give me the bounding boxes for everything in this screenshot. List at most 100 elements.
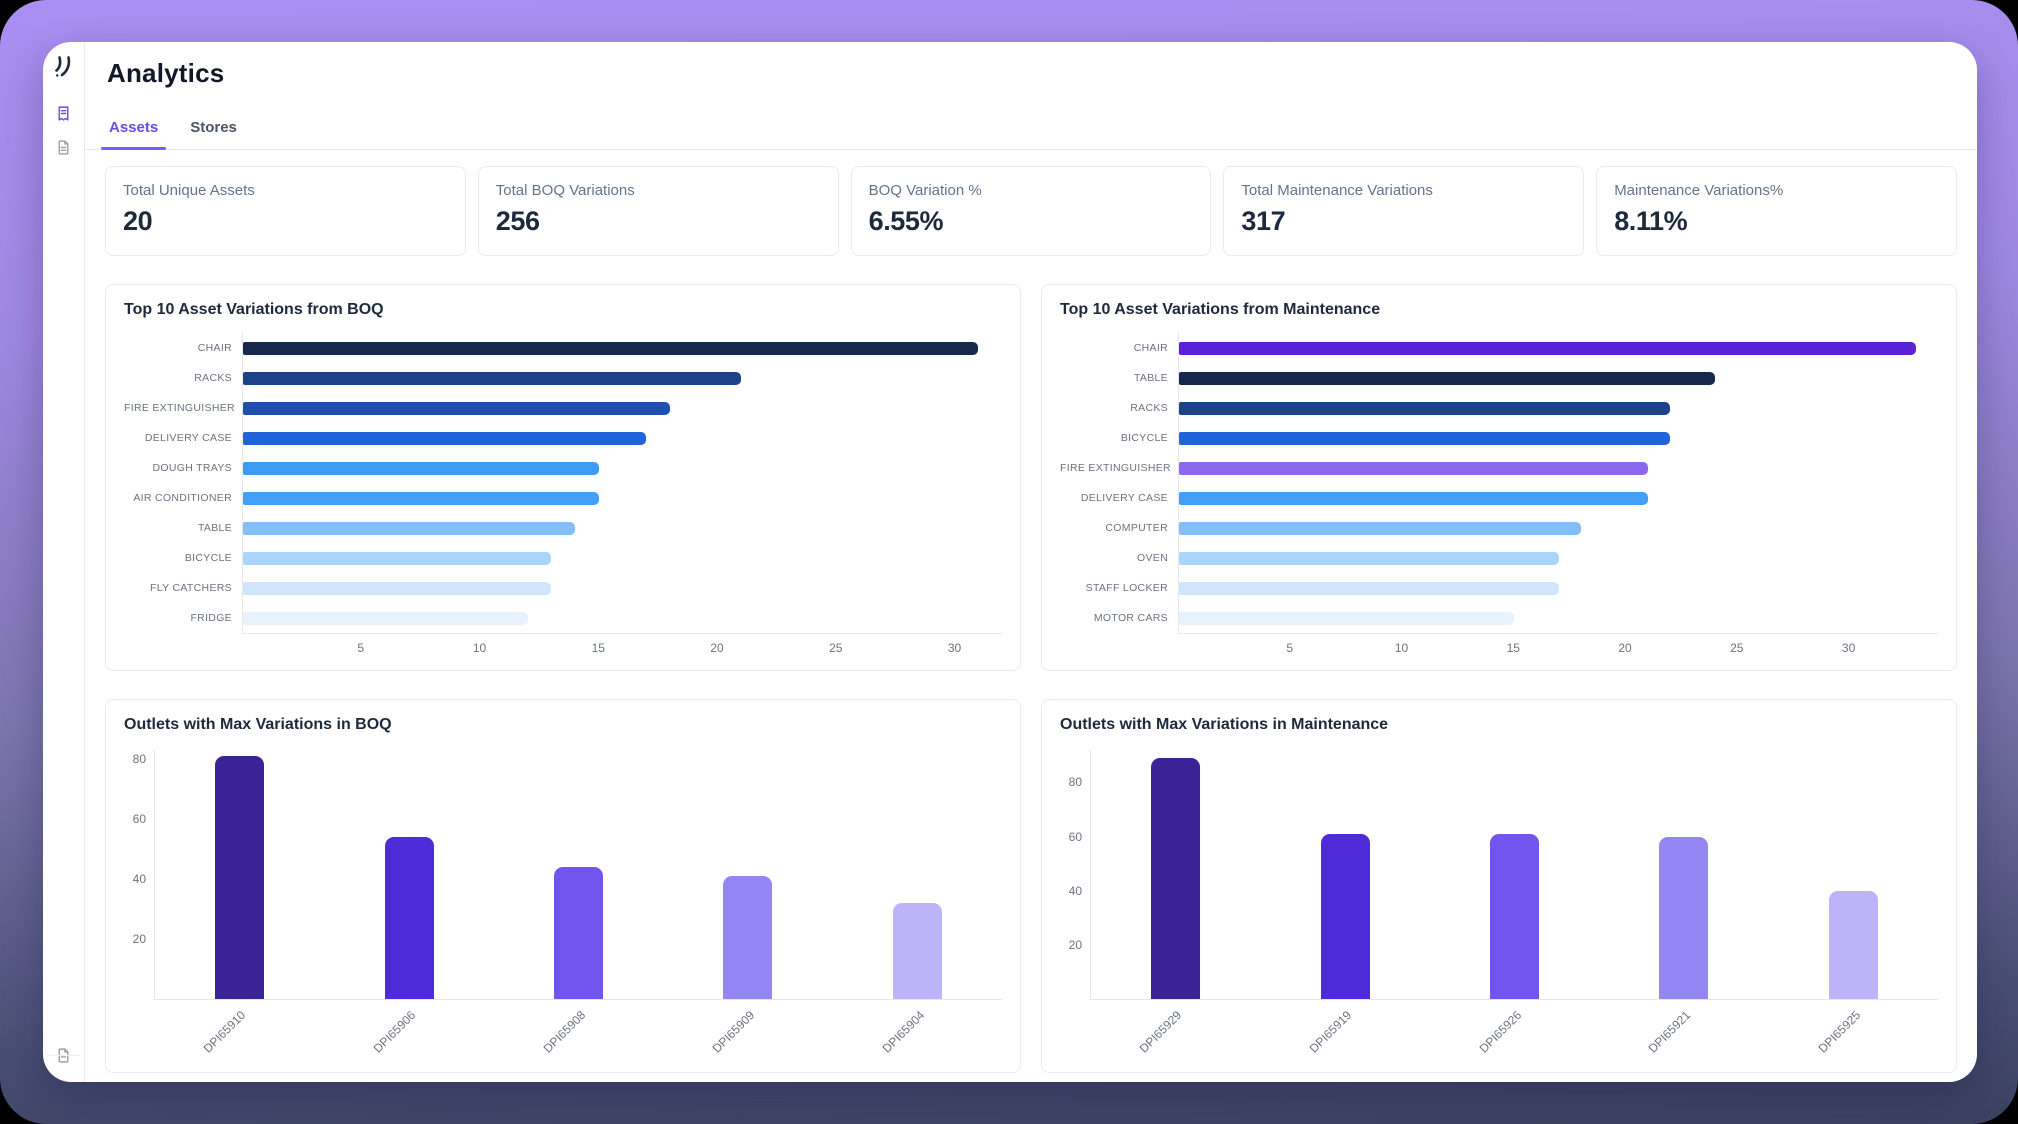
x-label-slot: DPI65906 — [324, 1000, 494, 1060]
tab-stores[interactable]: Stores — [190, 119, 237, 136]
x-label-slot: DPI65904 — [832, 1000, 1002, 1060]
bar-row — [243, 603, 1002, 633]
bar-bicycle[interactable] — [243, 551, 552, 565]
bar-chair[interactable] — [243, 341, 979, 355]
bottom-charts-row: Outlets with Max Variations in BOQ 20 40 6… — [105, 699, 1957, 1073]
y-tick-80: 80 — [132, 752, 146, 766]
x-axis-ticks: 5 10 15 20 25 30 — [1178, 634, 1938, 658]
chart-title: Top 10 Asset Variations from BOQ — [124, 301, 384, 318]
bar-table[interactable] — [243, 521, 576, 535]
brand-logo-icon[interactable] — [52, 54, 76, 80]
category-label-racks: RACKS — [194, 372, 232, 384]
bar-delivery-case[interactable] — [243, 431, 647, 445]
bar-bicycle[interactable] — [1179, 431, 1671, 445]
bar-row — [243, 543, 1002, 573]
chart-title: Top 10 Asset Variations from Maintenance — [1060, 301, 1381, 318]
bar-slot — [1091, 750, 1260, 999]
sidebar-item-documents[interactable] — [51, 134, 77, 160]
bar-dpi65909[interactable] — [723, 876, 773, 999]
maintenance-outlets-bar-chart: 20 40 60 80 DPI65929 DPI65919 DPI65926 DPI65921… — [1060, 750, 1938, 1060]
category-label-fire-extinguisher: FIRE EXTINGUISHER — [1060, 462, 1171, 474]
category-label-table: TABLE — [197, 522, 232, 534]
bar-dpi65925[interactable] — [1828, 890, 1878, 999]
bar-fire-extinguisher[interactable] — [243, 401, 670, 415]
bar-delivery-case[interactable] — [1179, 491, 1648, 505]
category-label-dpi65926: DPI65926 — [1476, 1008, 1524, 1056]
bar-slot — [155, 750, 324, 999]
bar-air-conditioner[interactable] — [243, 491, 599, 505]
chart-title: Outlets with Max Variations in BOQ — [124, 716, 392, 733]
bar-racks[interactable] — [243, 371, 742, 385]
bar-dpi65910[interactable] — [215, 756, 265, 999]
kpi-value: 317 — [1241, 206, 1286, 236]
maintenance-top10-bar-chart: CHAIR TABLE RACKS BICYCLE FIRE EXTINGUISHER D… — [1060, 333, 1938, 658]
bar-motor-cars[interactable] — [1179, 611, 1514, 625]
bar-row — [1179, 543, 1938, 573]
bar-dpi65908[interactable] — [554, 867, 604, 999]
kpi-card-total-boq-variations: Total BOQ Variations 256 — [477, 166, 839, 256]
sidebar-item-bottom[interactable] — [51, 1042, 77, 1068]
bar-dough-trays[interactable] — [243, 461, 599, 475]
category-label-delivery-case: DELIVERY CASE — [1080, 492, 1168, 504]
bar-row — [243, 363, 1002, 393]
category-label-dpi65910: DPI65910 — [201, 1008, 249, 1056]
category-label-dpi65904: DPI65904 — [879, 1008, 928, 1056]
x-tick-5: 5 — [1286, 641, 1294, 655]
bar-row — [243, 513, 1002, 543]
category-label-fire-extinguisher: FIRE EXTINGUISHER — [124, 402, 235, 414]
bar-oven[interactable] — [1179, 551, 1559, 565]
bar-fire-extinguisher[interactable] — [1179, 461, 1648, 475]
bar-dpi65929[interactable] — [1151, 758, 1201, 999]
chart-title: Outlets with Max Variations in Maintenan… — [1060, 716, 1389, 733]
category-label-computer: COMPUTER — [1105, 522, 1168, 534]
category-label-air-conditioner: AIR CONDITIONER — [133, 492, 232, 504]
tab-bar: Assets Stores — [85, 111, 1977, 150]
x-label-slot: DPI65929 — [1090, 1000, 1260, 1060]
plot-grid — [1178, 333, 1938, 634]
bar-racks[interactable] — [1179, 401, 1671, 415]
y-tick-20: 20 — [1068, 937, 1082, 952]
bar-computer[interactable] — [1179, 521, 1581, 535]
kpi-value: 20 — [123, 206, 153, 236]
kpi-label: Total Maintenance Variations — [1241, 182, 1433, 199]
x-axis-labels: DPI65910 DPI65906 DPI65908 DPI65909 DPI65904 — [154, 1000, 1002, 1060]
bar-slot — [1599, 750, 1768, 999]
y-tick-20: 20 — [132, 932, 146, 946]
x-label-slot: DPI65921 — [1599, 1000, 1769, 1060]
bar-row — [1179, 453, 1938, 483]
bar-fly-catchers[interactable] — [243, 581, 552, 595]
plot-grid: 20 40 60 80 — [133, 750, 1002, 1000]
content-area: Total Unique Assets 20 Total BOQ Variati… — [85, 150, 1977, 1082]
chart-card-maintenance-outlets: Outlets with Max Variations in Maintenan… — [1041, 699, 1957, 1073]
y-tick-40: 40 — [132, 872, 146, 886]
tab-assets[interactable]: Assets — [100, 111, 167, 150]
bar-row — [1179, 513, 1938, 543]
bar-staff-locker[interactable] — [1179, 581, 1559, 595]
category-label-motor-cars: MOTOR CARS — [1093, 612, 1168, 624]
category-label-dpi65929: DPI65929 — [1137, 1008, 1185, 1056]
bar-slot — [833, 750, 1002, 999]
bar-chair[interactable] — [1179, 341, 1916, 355]
x-tick-25: 25 — [1730, 641, 1744, 655]
bar-row — [1179, 483, 1938, 513]
kpi-label: Total Unique Assets — [123, 182, 255, 199]
bar-slot — [1430, 750, 1599, 999]
plot-grid: 20 40 60 80 — [1069, 750, 1938, 1000]
boq-top10-bar-chart: CHAIR RACKS FIRE EXTINGUISHER DELIVERY CASE… — [124, 333, 1002, 658]
bar-dpi65904[interactable] — [892, 903, 942, 999]
bar-row — [243, 573, 1002, 603]
x-label-slot: DPI65910 — [154, 1000, 324, 1060]
bar-dpi65921[interactable] — [1659, 836, 1709, 999]
category-axis: CHAIR TABLE RACKS BICYCLE FIRE EXTINGUISHER D… — [1060, 333, 1178, 634]
document-icon — [58, 139, 69, 155]
chart-card-maintenance-top10: Top 10 Asset Variations from Maintenance… — [1041, 284, 1957, 671]
chart-card-boq-top10: Top 10 Asset Variations from BOQ CHAIR RA… — [105, 284, 1021, 671]
bar-dpi65919[interactable] — [1320, 833, 1370, 999]
bar-dpi65906[interactable] — [384, 837, 434, 999]
category-label-dpi65909: DPI65909 — [709, 1008, 758, 1056]
bar-fridge[interactable] — [243, 611, 528, 625]
bar-table[interactable] — [1179, 371, 1715, 385]
sidebar-item-analytics[interactable] — [51, 100, 77, 126]
plot-grid — [242, 333, 1002, 634]
bar-dpi65926[interactable] — [1490, 833, 1540, 999]
